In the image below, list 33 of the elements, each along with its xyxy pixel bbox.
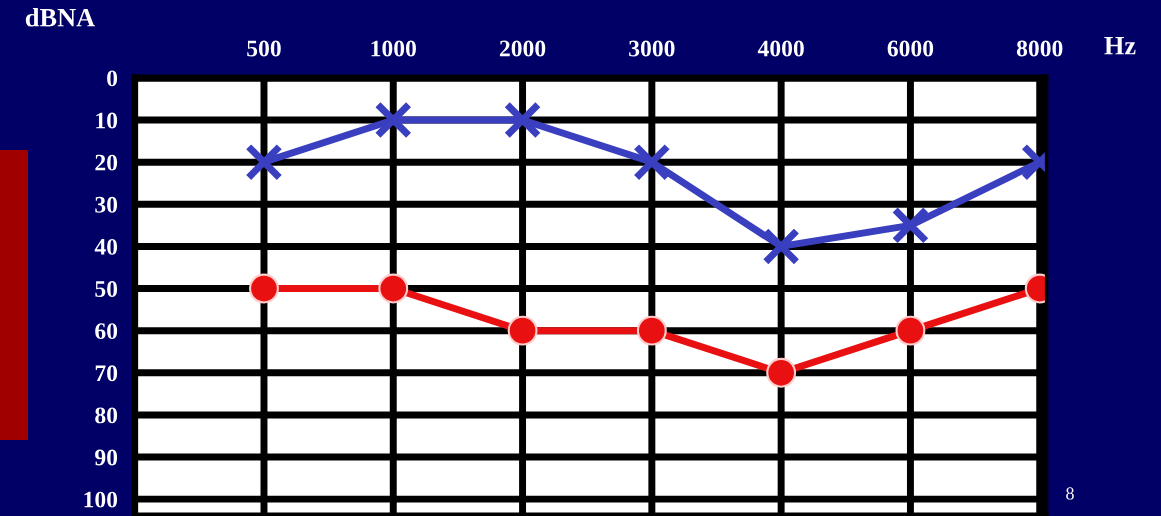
x-tick-label: 4000 <box>757 40 804 57</box>
point <box>378 273 409 304</box>
y-tick-label: 50 <box>95 281 118 297</box>
x-tick-label: 500 <box>247 40 281 57</box>
x-axis-title: Hz <box>1104 37 1136 55</box>
y-tick-label: 10 <box>96 112 118 129</box>
point <box>503 101 542 139</box>
point <box>636 315 667 346</box>
y-tick-label: 70 <box>95 365 118 382</box>
point <box>249 273 279 304</box>
y-axis-title: dBNA <box>25 8 95 27</box>
x-tick-label: 3000 <box>629 40 675 57</box>
point <box>891 206 930 245</box>
y-tick-label: 90 <box>95 449 118 466</box>
point <box>374 101 413 139</box>
point <box>762 227 800 266</box>
point <box>766 357 797 388</box>
y-tick-label: 20 <box>95 154 118 171</box>
y-tick-label: 80 <box>95 407 118 424</box>
text: 8 <box>1066 487 1074 500</box>
x-tick-label: 6000 <box>887 40 934 57</box>
y-tick-label: 60 <box>95 323 118 340</box>
point <box>507 315 538 346</box>
point <box>895 315 926 346</box>
y-tick-label: 100 <box>84 491 118 508</box>
y-tick-label: 0 <box>107 70 118 87</box>
x-tick-label: 1000 <box>371 40 416 57</box>
y-tick-label: 30 <box>95 196 118 213</box>
x-tick-label: 8000 <box>1016 40 1063 57</box>
y-tick-label: 40 <box>94 238 118 255</box>
point <box>633 143 671 181</box>
x-tick-label: 2000 <box>499 40 546 57</box>
point <box>245 143 283 181</box>
